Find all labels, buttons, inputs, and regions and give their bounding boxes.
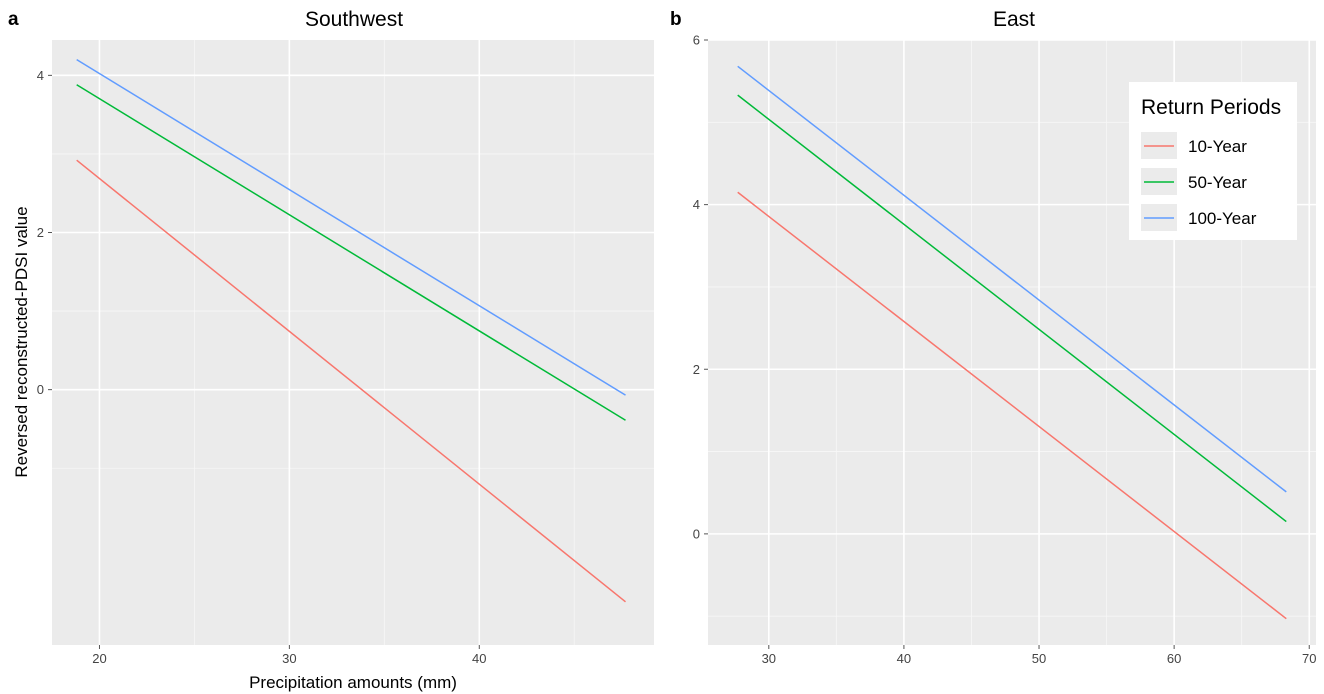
x-tick-label: 70: [1302, 651, 1316, 666]
legend-label-100-year: 100-Year: [1188, 209, 1257, 228]
tick-labels-east: 30 40 50 60 70 0 2 4 6: [693, 33, 1317, 667]
panel-title-east: East: [993, 8, 1035, 31]
panel-title-southwest: Southwest: [305, 8, 403, 31]
legend: Return Periods 10-Year 50-Year 100-Year: [1129, 82, 1297, 240]
legend-label-50-year: 50-Year: [1188, 173, 1247, 192]
x-tick-label: 20: [92, 651, 106, 666]
panel-tag-a: a: [8, 9, 19, 30]
x-tick-label: 30: [762, 651, 776, 666]
gridlines-east: [708, 39, 1316, 645]
series-line-100-year: [737, 65, 1287, 493]
y-tick-label: 4: [37, 68, 44, 83]
y-tick-label: 6: [693, 33, 700, 48]
plot-background-southwest: [52, 40, 654, 645]
legend-title: Return Periods: [1141, 96, 1281, 119]
y-tick-label: 2: [37, 225, 44, 240]
x-tick-label: 40: [897, 651, 911, 666]
legend-item-10-year: 10-Year: [1141, 132, 1247, 159]
series-lines-southwest: [76, 59, 626, 603]
series-line-50-year: [737, 94, 1287, 523]
series-line-50-year: [76, 84, 626, 421]
x-axis-title-southwest: Precipitation amounts (mm): [249, 673, 457, 692]
tick-labels-southwest: 20 30 40 0 2 4: [37, 68, 487, 666]
y-tick-label: 0: [37, 382, 44, 397]
panel-southwest: a Southwest 20 30 40 0 2 4 Precipitation amou…: [8, 8, 654, 692]
x-tick-label: 60: [1167, 651, 1181, 666]
legend-item-100-year: 100-Year: [1141, 204, 1257, 231]
legend-item-50-year: 50-Year: [1141, 168, 1247, 195]
y-axis-title-southwest: Reversed reconstructed-PDSI value: [12, 206, 31, 477]
panel-tag-b: b: [670, 9, 682, 30]
y-tick-label: 0: [693, 526, 700, 541]
series-line-100-year: [76, 59, 626, 396]
x-tick-label: 50: [1032, 651, 1046, 666]
y-tick-label: 2: [693, 362, 700, 377]
series-line-10-year: [737, 191, 1287, 620]
legend-label-10-year: 10-Year: [1188, 137, 1247, 156]
gridlines-southwest: [52, 40, 654, 645]
x-tick-label: 40: [472, 651, 486, 666]
x-tick-label: 30: [282, 651, 296, 666]
series-lines-east: [737, 65, 1287, 620]
y-tick-label: 4: [693, 197, 700, 212]
series-line-10-year: [76, 159, 626, 603]
